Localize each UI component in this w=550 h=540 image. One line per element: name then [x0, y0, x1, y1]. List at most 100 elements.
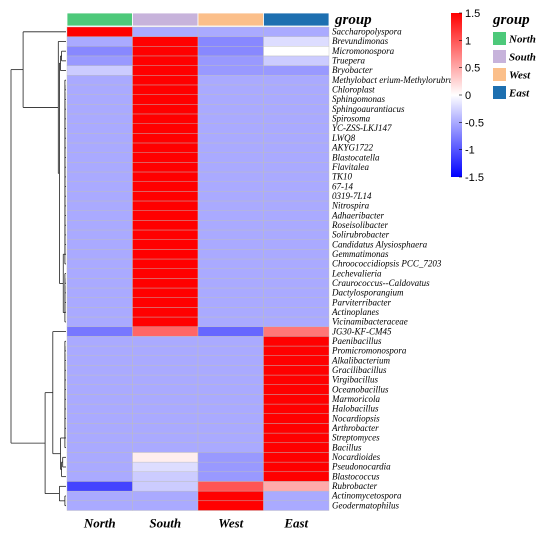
row-label: Halobacillus — [331, 404, 379, 414]
colorbar-tick-label: 1.5 — [465, 8, 480, 20]
heatmap-cell — [197, 394, 264, 405]
heatmap-cell — [263, 326, 330, 337]
heatmap-cell — [197, 113, 264, 124]
heatmap-cell — [197, 26, 264, 37]
row-label: Gemmatimonas — [332, 249, 389, 259]
row-label: Paenibacillus — [331, 336, 382, 346]
heatmap-cell — [263, 355, 330, 366]
heatmap-cell — [132, 210, 199, 221]
heatmap-cell — [66, 413, 133, 424]
heatmap-cell — [132, 249, 199, 260]
heatmap-cell — [263, 374, 330, 385]
colorbar-tick-label: -0.5 — [465, 117, 484, 129]
heatmap-cell — [66, 287, 133, 298]
heatmap-cell — [132, 365, 199, 376]
heatmap-cell — [132, 104, 199, 115]
heatmap-cell — [132, 75, 199, 86]
heatmap-cell — [263, 220, 330, 231]
heatmap-cell — [263, 123, 330, 134]
heatmap-cell — [197, 326, 264, 337]
heatmap-cell — [197, 297, 264, 308]
heatmap-cell — [197, 75, 264, 86]
group-annotation-north — [66, 12, 133, 27]
heatmap-cell — [263, 432, 330, 444]
heatmap-cell — [263, 442, 330, 453]
heatmap-cell — [66, 249, 133, 260]
heatmap-cell — [263, 452, 330, 463]
heatmap-cell — [263, 26, 330, 37]
heatmap-cell — [132, 297, 199, 308]
heatmap-cell — [132, 278, 199, 289]
legend-swatch-north — [493, 32, 506, 45]
heatmap-cell — [197, 220, 264, 231]
heatmap-cell — [197, 84, 264, 95]
heatmap-cell — [197, 423, 264, 434]
heatmap-cell — [132, 316, 199, 327]
heatmap-cell — [66, 46, 133, 57]
heatmap-cell — [263, 36, 330, 47]
row-label: YC-ZSS-LKJ147 — [332, 123, 392, 133]
heatmap-cell — [132, 490, 199, 502]
heatmap-cell — [66, 461, 133, 473]
row-label: Actinomycetospora — [331, 491, 402, 501]
heatmap-cell — [197, 413, 264, 424]
heatmap-cell — [263, 403, 330, 415]
heatmap-cell — [263, 413, 330, 424]
heatmap-cell — [66, 36, 133, 47]
heatmap-cell — [197, 345, 264, 356]
heatmap-cell — [197, 355, 264, 366]
row-label: Sphingomonas — [332, 94, 386, 104]
group-annotation-west — [197, 12, 264, 27]
row-label: Candidatus Alysiosphaera — [332, 239, 428, 249]
heatmap-cell — [197, 278, 264, 289]
heatmap-cell — [263, 162, 330, 173]
heatmap-cell — [197, 336, 264, 347]
heatmap-cell — [132, 413, 199, 424]
column-label-south: South — [149, 516, 181, 531]
heatmap-cell — [263, 268, 330, 279]
row-label: Vicinamibacteraceae — [332, 317, 408, 327]
heatmap-cell — [66, 171, 133, 182]
row-label: Actinoplanes — [331, 307, 379, 317]
heatmap-cell — [197, 442, 264, 453]
heatmap-cell — [132, 36, 199, 47]
heatmap-cell — [132, 84, 199, 95]
heatmap-cell — [132, 142, 199, 153]
heatmap-cell — [66, 307, 133, 318]
row-label: Blastocatella — [332, 152, 380, 162]
row-label: Blastococcus — [332, 471, 380, 481]
legend-swatch-east — [493, 86, 506, 99]
row-label: JG30-KF-CM45 — [332, 326, 392, 336]
heatmap-cell — [132, 481, 199, 492]
heatmap-cell — [132, 287, 199, 298]
row-label: Bacillus — [332, 442, 362, 452]
heatmap-cell — [197, 36, 264, 47]
heatmap-cell — [132, 461, 199, 473]
row-label: Gracilibacillus — [332, 365, 387, 375]
legend-label-north: North — [508, 34, 536, 46]
legend-label-south: South — [509, 52, 536, 64]
legend-swatch-south — [493, 50, 506, 63]
heatmap-cell — [132, 191, 199, 202]
heatmap-cell — [197, 432, 264, 444]
heatmap-cell — [66, 336, 133, 347]
heatmap-cell — [197, 65, 264, 76]
heatmap-cell — [66, 94, 133, 105]
colorbar-tick-label: 0 — [465, 90, 471, 102]
row-label: Dactylosporangium — [331, 288, 404, 298]
heatmap-cell — [263, 239, 330, 250]
row-label: Rubrobacter — [331, 481, 378, 491]
heatmap-cell — [132, 229, 199, 240]
heatmap-cell — [197, 481, 264, 492]
heatmap-cell — [132, 384, 199, 395]
heatmap-cell — [132, 181, 199, 192]
row-label: Chroococcidiopsis PCC_7203 — [332, 259, 442, 269]
heatmap-cell — [66, 26, 133, 37]
heatmap-cell — [66, 123, 133, 134]
heatmap-cell — [263, 46, 330, 57]
column-label-east: East — [283, 516, 308, 531]
row-label: Micromonospora — [331, 46, 395, 56]
colorbar-tick-label: 1 — [465, 35, 471, 47]
heatmap-cell — [263, 461, 330, 473]
heatmap-cell — [66, 374, 133, 385]
